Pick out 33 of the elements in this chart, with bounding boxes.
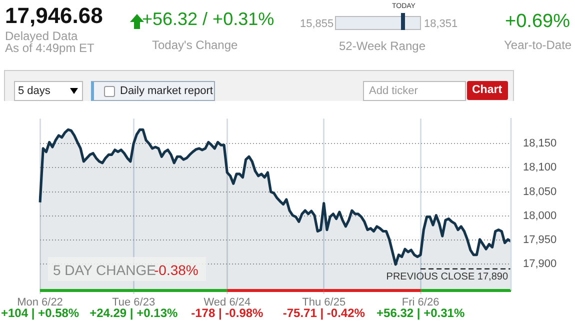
x-tick-label: Thu 6/25 [302, 296, 346, 309]
text: Add ticker [369, 85, 418, 97]
ref-line-label: PREVIOUS CLOSE 17,890 [386, 272, 508, 283]
text: Year-to-Date [504, 38, 572, 52]
text: 5 days [18, 85, 50, 97]
x-tick-label: Mon 6/22 [17, 296, 63, 309]
text: -75.71 | -0.42% [282, 306, 365, 320]
x-tick-label: Wed 6/24 [204, 296, 251, 309]
text: +56.32 / +0.31% [142, 9, 274, 30]
y-tick-label: 18,150 [523, 138, 557, 150]
y-tick-label: 17,900 [523, 258, 557, 270]
annotation: -0.38% [154, 262, 198, 278]
text: 52-Week Range [339, 39, 426, 53]
x-tick-label: Fri 6/26 [402, 296, 440, 309]
text: +56.32 | +0.31% [376, 306, 465, 320]
y-tick-label: 18,100 [523, 162, 557, 174]
text: Daily market report [120, 85, 213, 97]
text: +24.29 | +0.13% [90, 306, 178, 320]
text: As of 4:49pm ET [5, 41, 94, 55]
y-tick-label: 18,050 [523, 186, 557, 198]
text: Chart [472, 84, 502, 96]
text: 18,351 [424, 18, 458, 30]
chart-title: 17,946.68 [5, 3, 103, 29]
text: 15,855 [300, 18, 334, 30]
y-tick-label: 18,000 [523, 210, 557, 222]
annotation: 5 DAY CHANGE [53, 262, 156, 278]
text: +104 | +0.58% [1, 306, 80, 320]
y-tick-label: 17,950 [523, 234, 557, 246]
text: Today's Change [152, 38, 238, 52]
text: -178 | -0.98% [191, 306, 264, 320]
text: +0.69% [505, 11, 570, 33]
x-tick-label: Tue 6/23 [112, 296, 156, 309]
text: Delayed Data [5, 29, 78, 43]
